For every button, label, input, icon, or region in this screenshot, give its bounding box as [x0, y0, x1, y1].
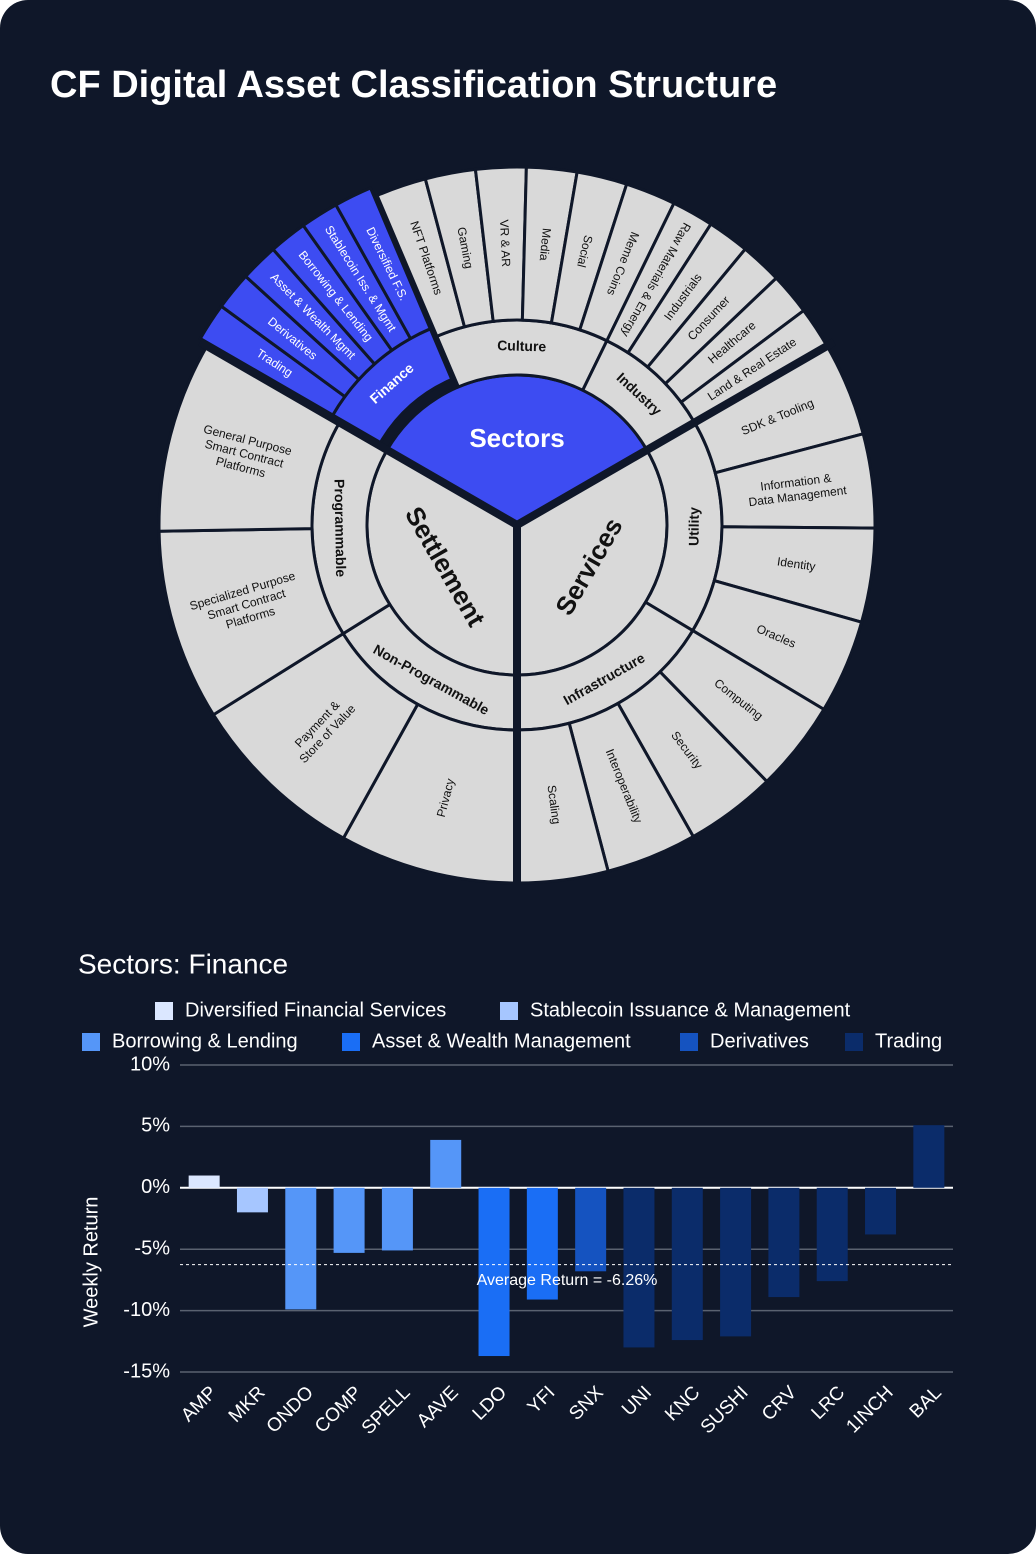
bar: [285, 1187, 317, 1310]
industry-label: Scaling: [545, 784, 564, 825]
sector-divider: [198, 338, 519, 529]
legend-swatch: [342, 1033, 360, 1051]
industry-label: Identity: [776, 554, 816, 573]
bar: [478, 1187, 510, 1357]
legend-label: Trading: [875, 1030, 942, 1052]
x-tick-label: LDO: [469, 1382, 511, 1424]
bar: [623, 1187, 655, 1348]
y-tick-label: -15%: [123, 1360, 170, 1382]
sector-divider: [514, 338, 836, 529]
x-tick-label: COMP: [311, 1382, 366, 1437]
legend-label: Asset & Wealth Management: [372, 1030, 631, 1052]
subsector-group: [375, 165, 676, 393]
industry-label-group: Scaling: [545, 784, 564, 825]
industry-segment: [333, 186, 433, 341]
x-tick-label: SUSHI: [697, 1382, 753, 1438]
x-tick-label: 1INCH: [842, 1382, 897, 1437]
bar: [768, 1187, 800, 1298]
legend-label: Borrowing & Lending: [112, 1030, 298, 1052]
y-tick-label: 5%: [141, 1115, 170, 1137]
bar: [720, 1187, 752, 1337]
legend-label: Stablecoin Issuance & Management: [530, 999, 851, 1021]
industry-label-group: VR & AR: [497, 219, 513, 267]
bar: [816, 1187, 848, 1282]
legend-swatch: [680, 1033, 698, 1051]
bar: [236, 1187, 268, 1213]
bar: [526, 1187, 558, 1300]
x-tick-label: SNX: [565, 1382, 608, 1425]
subsector-label: Culture: [497, 337, 547, 354]
average-label: Average Return = -6.26%: [477, 1272, 658, 1289]
subsector-group: [157, 343, 392, 717]
legend-swatch: [500, 1002, 518, 1020]
subsector-group: [580, 201, 830, 453]
legend-swatch: [845, 1033, 863, 1051]
bar: [430, 1139, 462, 1188]
legend-label: Derivatives: [710, 1030, 809, 1052]
page-title: CF Digital Asset Classification Structur…: [50, 64, 777, 106]
ring-layer: [157, 165, 877, 891]
subsector-label: Programmable: [331, 479, 349, 578]
hub-label: Sectors: [469, 423, 564, 453]
bar: [381, 1187, 413, 1251]
legend-swatch: [82, 1033, 100, 1051]
x-tick-label: MKR: [225, 1382, 270, 1427]
x-tick-label: AMP: [177, 1382, 221, 1426]
y-tick-label: -10%: [123, 1299, 170, 1321]
x-tick-label: UNI: [618, 1382, 656, 1420]
bar: [333, 1187, 365, 1253]
industry-label: Media: [537, 227, 554, 261]
y-tick-label: -5%: [134, 1237, 170, 1259]
y-axis-title: Weekly Return: [80, 1197, 102, 1328]
x-tick-label: AAVE: [413, 1382, 463, 1432]
x-tick-label: LRC: [808, 1382, 850, 1424]
industry-label-group: Identity: [776, 554, 816, 573]
bar: [188, 1175, 220, 1188]
subsector-group: [211, 602, 519, 885]
x-tick-label: KNC: [661, 1382, 704, 1425]
x-tick-label: SPELL: [358, 1382, 415, 1439]
bar: [575, 1187, 607, 1272]
bar: [913, 1125, 945, 1188]
industry-label-group: Media: [537, 227, 554, 261]
subsector-group: [643, 343, 877, 712]
y-tick-label: 10%: [130, 1053, 170, 1075]
industry-label: VR & AR: [497, 219, 513, 267]
bar: [865, 1187, 897, 1235]
bar: [671, 1187, 703, 1341]
x-tick-label: BAL: [906, 1382, 946, 1422]
chart-title: Sectors: Finance: [78, 948, 288, 979]
legend-swatch: [155, 1002, 173, 1020]
y-tick-label: 0%: [141, 1176, 170, 1198]
subsector-group: [515, 600, 826, 885]
subsector-group: [198, 186, 454, 445]
x-tick-label: CRV: [758, 1382, 801, 1425]
subsector-label: Utility: [686, 507, 702, 546]
x-tick-label: ONDO: [263, 1382, 318, 1437]
x-tick-label: YFI: [524, 1382, 560, 1418]
legend-label: Diversified Financial Services: [185, 999, 446, 1021]
